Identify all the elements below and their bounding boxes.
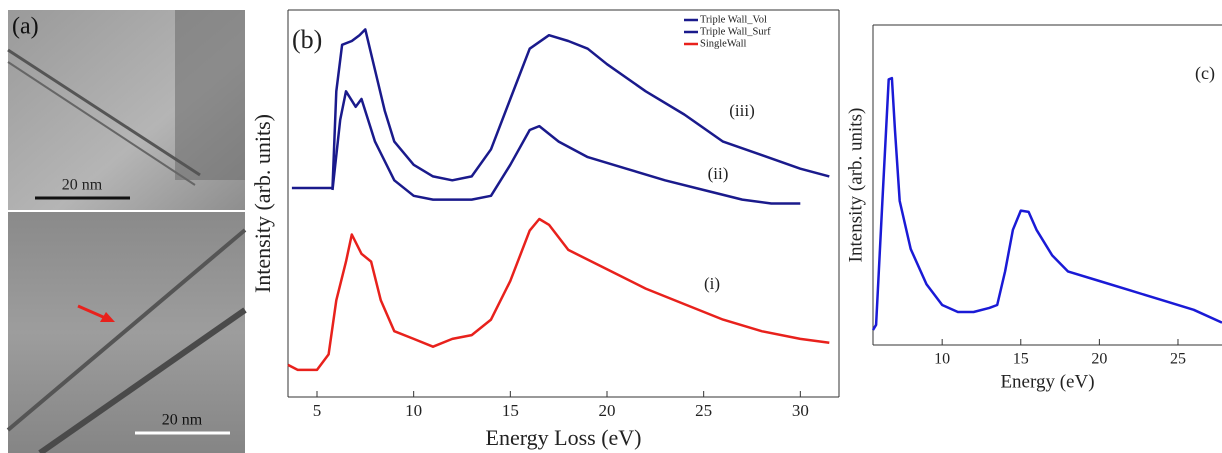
legend-label: SingleWall (700, 38, 746, 49)
data-line (291, 28, 830, 190)
y-axis-label: Intensity (arb. units) (845, 108, 866, 263)
data-line (331, 90, 801, 205)
x-tick-label: 5 (313, 401, 322, 420)
x-tick-label: 25 (1170, 351, 1186, 368)
panel-a: 20 nm 20 nm (a) (6, 10, 247, 453)
x-tick-label: 10 (405, 401, 422, 420)
x-tick-label: 30 (792, 401, 809, 420)
x-tick-label: 20 (1091, 351, 1107, 368)
x-axis-label: Energy Loss (eV) (486, 425, 642, 450)
legend-label: Triple Wall_Surf (700, 26, 771, 37)
nanotube (6, 228, 247, 432)
panel-label: (c) (1195, 63, 1215, 84)
data-line (871, 76, 1222, 331)
curve-annotation: (iii) (729, 101, 755, 120)
panel-label: (b) (292, 25, 322, 54)
arrow-head (100, 312, 115, 322)
data-line (287, 217, 830, 372)
nanotube (7, 48, 201, 177)
panel-label: (a) (12, 14, 39, 40)
curve-annotation: (i) (704, 274, 720, 293)
bundle-region (175, 10, 245, 180)
scale-bar-label: 20 nm (162, 412, 203, 429)
nanotube (7, 61, 196, 186)
x-axis-label: Energy (eV) (1000, 371, 1094, 392)
x-tick-label: 20 (599, 401, 616, 420)
y-axis-label: Intensity (arb. units) (250, 114, 275, 293)
x-tick-label: 25 (695, 401, 712, 420)
x-tick-label: 15 (1013, 351, 1029, 368)
legend-label: Triple Wall_Vol (700, 14, 767, 25)
curve-annotation: (ii) (708, 164, 729, 183)
nanotube (38, 307, 247, 453)
scale-bar-label: 20 nm (62, 177, 103, 194)
x-tick-label: 10 (934, 351, 950, 368)
x-tick-label: 15 (502, 401, 519, 420)
